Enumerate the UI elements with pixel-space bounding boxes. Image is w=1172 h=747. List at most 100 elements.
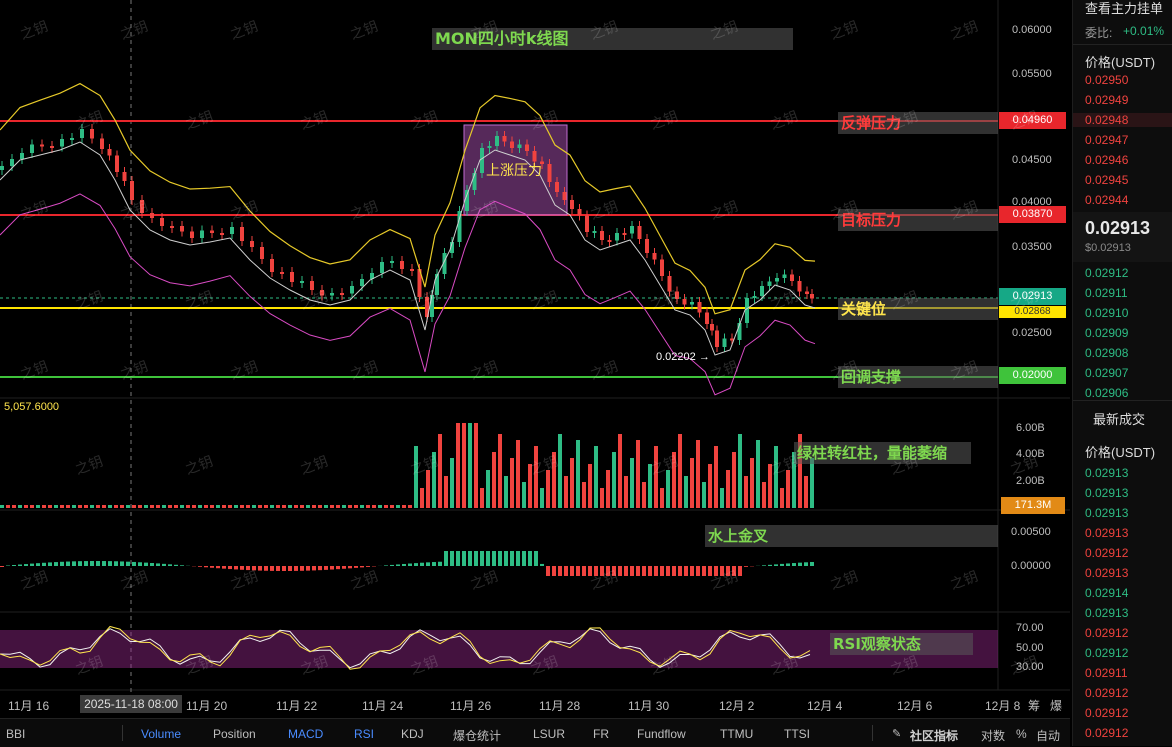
volume-bar xyxy=(36,505,40,508)
volume-bar xyxy=(294,505,298,508)
candle-body xyxy=(210,231,214,234)
price-tag-support: 0.02000 xyxy=(999,367,1066,384)
indicator-lsur[interactable]: LSUR xyxy=(533,727,565,741)
log-scale-toggle[interactable]: 对数 xyxy=(981,727,1005,744)
volume-axis-label: 4.00B xyxy=(1016,448,1045,460)
x-axis-label: 12月 4 xyxy=(807,697,842,714)
candle-body xyxy=(280,272,284,274)
candle-body xyxy=(90,129,94,139)
indicator-position[interactable]: Position xyxy=(213,727,256,741)
candle-body xyxy=(585,216,589,233)
indicator-ttmu[interactable]: TTMU xyxy=(720,727,753,741)
macd-bar xyxy=(120,561,124,566)
edit-icon[interactable]: ✎ xyxy=(892,727,901,740)
trade-price: 0.02912 xyxy=(1085,706,1128,720)
ask-price[interactable]: 0.02948 xyxy=(1073,113,1172,127)
candle-body xyxy=(430,295,434,317)
indicator-volume[interactable]: Volume xyxy=(141,727,181,741)
volume-bar xyxy=(582,482,586,508)
volume-bar xyxy=(240,505,244,508)
indicator-rsi[interactable]: RSI xyxy=(354,727,374,741)
bid-price[interactable]: 0.02911 xyxy=(1085,286,1128,300)
volume-bar xyxy=(516,440,520,508)
indicator-bbi[interactable]: BBI xyxy=(6,727,25,741)
toolbar-divider xyxy=(872,725,873,741)
macd-bar xyxy=(210,566,214,568)
indicator-fr[interactable]: FR xyxy=(593,727,609,741)
ask-price[interactable]: 0.02947 xyxy=(1085,133,1128,147)
last-price-usd: $0.02913 xyxy=(1085,242,1131,254)
ask-price[interactable]: 0.02945 xyxy=(1085,173,1128,187)
volume-bar xyxy=(318,505,322,508)
bid-price[interactable]: 0.02910 xyxy=(1085,306,1128,320)
volume-bar xyxy=(534,446,538,508)
candle-body xyxy=(270,259,274,272)
candle-body xyxy=(768,282,772,287)
volume-bar xyxy=(678,434,682,508)
macd-bar xyxy=(60,562,64,566)
candle-body xyxy=(70,138,74,140)
volume-bar xyxy=(402,505,406,508)
volume-bar xyxy=(72,505,76,508)
volume-bar xyxy=(522,482,526,508)
volume-bar xyxy=(300,505,304,508)
trade-price: 0.02912 xyxy=(1085,726,1128,740)
candle-body xyxy=(260,247,264,259)
indicator-kdj[interactable]: KDJ xyxy=(401,727,424,741)
volume-bar xyxy=(636,440,640,508)
x-axis-extra[interactable]: 爆 xyxy=(1050,697,1062,714)
indicator-macd[interactable]: MACD xyxy=(288,727,323,741)
volume-bar xyxy=(60,505,64,508)
candle-body xyxy=(753,296,757,298)
macd-axis-label: 0.00500 xyxy=(1011,526,1051,538)
candle-body xyxy=(715,331,719,348)
indicator-ttsi[interactable]: TTSI xyxy=(784,727,810,741)
volume-bar xyxy=(84,505,88,508)
macd-bar xyxy=(204,566,208,567)
price-tag-current: 0.02913 xyxy=(999,288,1066,305)
candle-body xyxy=(10,159,14,166)
auto-scale-toggle[interactable]: 自动 xyxy=(1036,727,1060,744)
macd-bar xyxy=(582,566,586,576)
up-pressure-label: 上涨压力 xyxy=(486,160,542,180)
volume-bar xyxy=(444,476,448,508)
candle-body xyxy=(250,241,254,247)
macd-bar xyxy=(108,561,112,566)
indicator-fundflow[interactable]: Fundflow xyxy=(637,727,686,741)
volume-bar xyxy=(336,505,340,508)
volume-bar xyxy=(144,505,148,508)
bid-price[interactable]: 0.02909 xyxy=(1085,326,1128,340)
volume-bar xyxy=(234,505,238,508)
bid-price[interactable]: 0.02907 xyxy=(1085,366,1128,380)
volume-bar xyxy=(330,505,334,508)
volume-bar xyxy=(180,505,184,508)
indicator-liquidation[interactable]: 爆仓统计 xyxy=(453,727,501,744)
candle-body xyxy=(705,313,709,325)
ask-price[interactable]: 0.02946 xyxy=(1085,153,1128,167)
volume-bar xyxy=(126,505,130,508)
bid-price[interactable]: 0.02912 xyxy=(1085,266,1128,280)
community-indicators-button[interactable]: 社区指标 xyxy=(910,727,958,744)
ask-price[interactable]: 0.02950 xyxy=(1085,73,1128,87)
macd-bar xyxy=(576,566,580,576)
volume-bar xyxy=(396,505,400,508)
main-orders-link[interactable]: 查看主力挂单 xyxy=(1085,0,1163,17)
candle-body xyxy=(645,239,649,253)
kline-chart[interactable]: 0.06000 0.05500 0.04500 0.04000 0.03500 … xyxy=(0,0,1070,718)
macd-bar xyxy=(240,566,244,570)
macd-bar xyxy=(522,551,526,566)
trade-price: 0.02912 xyxy=(1085,686,1128,700)
candle-body xyxy=(630,226,634,234)
macd-bar xyxy=(0,566,4,567)
x-axis-label: 11月 16 xyxy=(8,697,49,714)
macd-bar xyxy=(570,566,574,576)
bid-price[interactable]: 0.02908 xyxy=(1085,346,1128,360)
ask-price[interactable]: 0.02944 xyxy=(1085,193,1128,207)
x-axis-extra[interactable]: 筹 xyxy=(1028,697,1040,714)
candle-body xyxy=(100,139,104,150)
percent-toggle[interactable]: % xyxy=(1016,727,1027,741)
bid-price[interactable]: 0.02906 xyxy=(1085,386,1128,400)
ask-price[interactable]: 0.02949 xyxy=(1085,93,1128,107)
candle-body xyxy=(390,261,394,263)
macd-bar xyxy=(732,566,736,576)
